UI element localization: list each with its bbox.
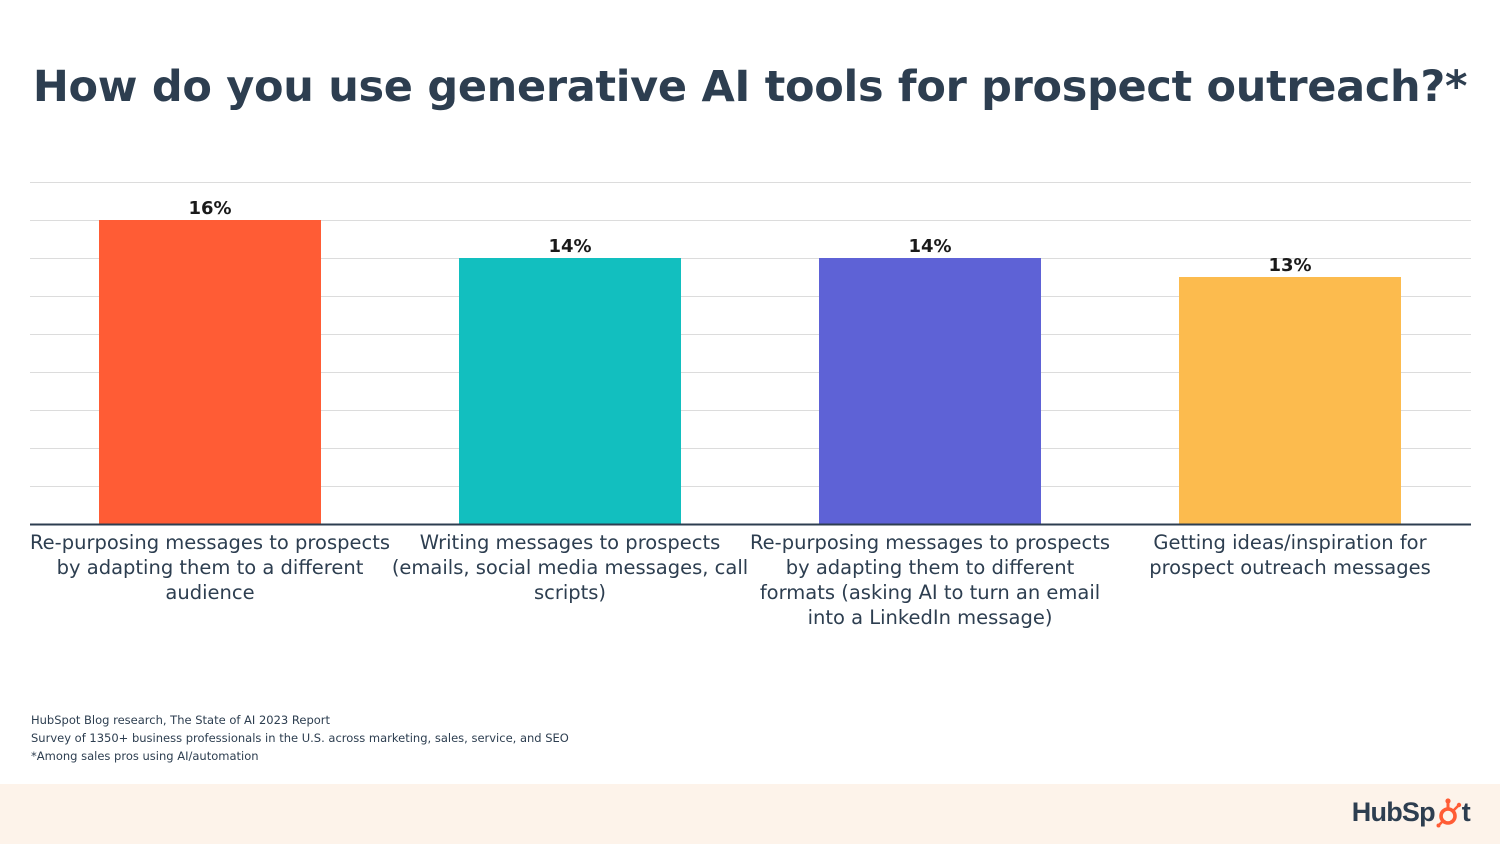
category-label: Getting ideas/inspiration for prospect o…: [1149, 531, 1431, 579]
hubspot-logo: HubSp t: [1351, 797, 1471, 828]
bar-chart: 16% 14% 14% 13%: [30, 182, 1471, 526]
sprocket-icon: [1436, 797, 1461, 827]
data-label: 14%: [908, 236, 951, 257]
bar: [459, 258, 681, 524]
chart-title: How do you use generative AI tools for p…: [32, 62, 1468, 112]
data-label: 13%: [1268, 255, 1311, 276]
source-note: HubSpot Blog research, The State of AI 2…: [31, 713, 331, 727]
data-labels: 16% 14% 14% 13%: [188, 198, 1311, 276]
survey-note: Survey of 1350+ business professionals i…: [31, 731, 569, 745]
logo-text-start: HubSp: [1351, 797, 1436, 827]
bars: [99, 220, 1401, 524]
footer-band: HubSp t: [0, 784, 1500, 844]
category-label: Writing messages to prospects (emails, s…: [391, 531, 749, 604]
logo-text-end: t: [1461, 797, 1471, 827]
bar: [819, 258, 1041, 524]
bar: [1179, 277, 1401, 524]
category-label: Re-purposing messages to prospects by ad…: [750, 531, 1111, 629]
category-label: Re-purposing messages to prospects by ad…: [30, 531, 391, 604]
data-label: 14%: [548, 236, 591, 257]
footnote: *Among sales pros using AI/automation: [31, 749, 259, 763]
data-label: 16%: [188, 198, 231, 219]
source-notes: HubSpot Blog research, The State of AI 2…: [31, 711, 569, 765]
bar: [99, 220, 321, 524]
